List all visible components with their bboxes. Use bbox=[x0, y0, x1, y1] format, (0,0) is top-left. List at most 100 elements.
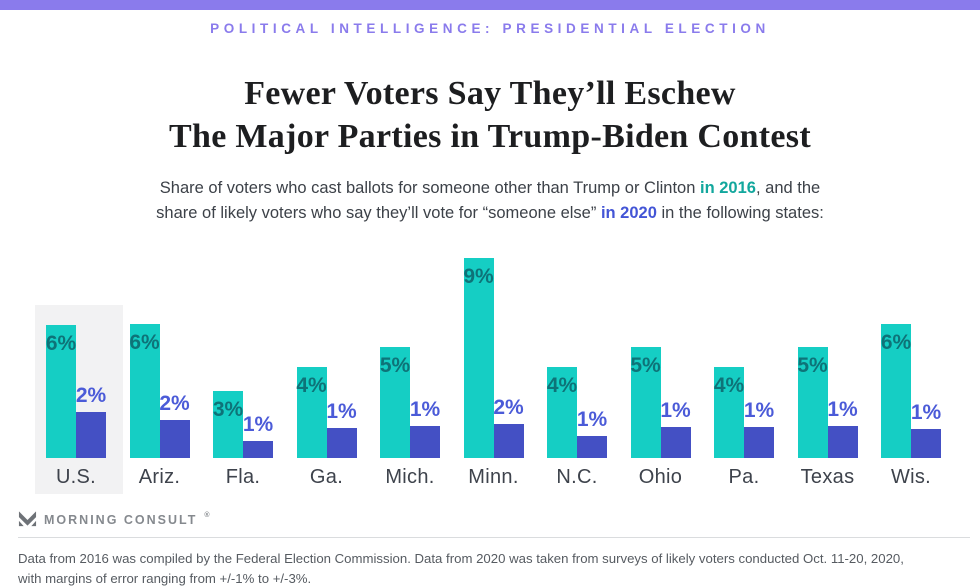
bar-value-label-2020-ohio: 1% bbox=[660, 399, 691, 422]
morning-consult-logomark-icon bbox=[18, 511, 37, 527]
bar-2016-nc: 4% bbox=[547, 367, 577, 458]
category-label-wis: Wis. bbox=[890, 465, 932, 488]
bar-value-label-2016-minn: 9% bbox=[463, 265, 494, 288]
bar-value-label-2020-mich: 1% bbox=[409, 398, 441, 421]
bar-2016-us: 6% bbox=[46, 325, 76, 458]
source-note-line-1: Data from 2016 was compiled by the Feder… bbox=[18, 551, 904, 566]
bar-value-label-2020-minn: 2% bbox=[493, 396, 524, 419]
bar-value-label-2020-ga: 1% bbox=[326, 400, 357, 423]
bar-2016-minn: 9% bbox=[463, 258, 494, 458]
bar-pair: 4% 1% bbox=[296, 248, 357, 458]
bar-value-label-2020-fla: 1% bbox=[242, 413, 274, 436]
source-note: Data from 2016 was compiled by the Feder… bbox=[18, 549, 968, 588]
bar-value-label-2016-ariz: 6% bbox=[129, 331, 160, 354]
category-label-minn: Minn. bbox=[468, 465, 519, 488]
top-accent-bar bbox=[0, 0, 980, 10]
bar-2020-mich: 1% bbox=[410, 398, 440, 458]
bar-2020-ariz: 2% bbox=[159, 392, 190, 458]
chart-group-nc: 4% 1% N.C. bbox=[547, 248, 607, 496]
chart-description: Share of voters who cast ballots for som… bbox=[0, 176, 980, 226]
category-label-fla: Fla. bbox=[225, 465, 261, 488]
brand-name: MORNING CONSULT bbox=[44, 512, 198, 527]
subtitle-text: in the following states: bbox=[656, 204, 824, 222]
bar-value-label-2020-wis: 1% bbox=[910, 401, 942, 424]
subtitle-text: , and the bbox=[755, 179, 821, 197]
bar-pair: 5% 1% bbox=[630, 248, 691, 458]
subtitle-text: Share of voters who cast ballots for som… bbox=[159, 179, 700, 197]
subtitle-text: share of likely voters who say they’ll v… bbox=[156, 204, 601, 222]
subtitle-accent-teal: in 2016 bbox=[700, 179, 756, 197]
chart-group-mich: 5% 1% Mich. bbox=[380, 248, 440, 496]
bar-2020-pa: 1% bbox=[744, 399, 774, 458]
category-label-ohio: Ohio bbox=[638, 465, 683, 488]
chart-group-texas: 5% 1% Texas bbox=[797, 248, 858, 496]
bar-2016-wis: 6% bbox=[881, 324, 911, 458]
category-label-mich: Mich. bbox=[385, 465, 435, 488]
bar-value-label-2020-texas: 1% bbox=[827, 398, 858, 421]
footer-divider bbox=[18, 537, 970, 538]
bar-2016-ohio: 5% bbox=[630, 347, 661, 458]
chart-group-wis: 6% 1% Wis. bbox=[881, 248, 941, 496]
chart-description-line: Share of voters who cast ballots for som… bbox=[0, 176, 980, 201]
chart-group-pa: 4% 1% Pa. bbox=[714, 248, 774, 496]
bar-pair: 4% 1% bbox=[547, 248, 607, 458]
bar-2020-wis: 1% bbox=[911, 401, 941, 458]
bar-value-label-2016-fla: 3% bbox=[212, 398, 244, 421]
bar-2020-nc: 1% bbox=[577, 408, 607, 458]
bar-2020-ohio: 1% bbox=[660, 399, 691, 458]
brand-logo: MORNING CONSULT ® bbox=[18, 511, 210, 528]
bar-pair: 5% 1% bbox=[380, 248, 440, 458]
bar-2020-us: 2% bbox=[76, 384, 106, 458]
bar-value-label-2016-mich: 5% bbox=[379, 354, 411, 377]
bar-pair: 9% 2% bbox=[463, 248, 524, 458]
bar-2020-minn: 2% bbox=[493, 396, 524, 458]
category-label-ariz: Ariz. bbox=[138, 465, 181, 488]
bar-pair: 6% 1% bbox=[881, 248, 941, 458]
chart-group-ariz: 6% 2% Ariz. bbox=[129, 248, 190, 496]
category-label-pa: Pa. bbox=[728, 465, 760, 488]
bar-value-label-2016-texas: 5% bbox=[797, 354, 828, 377]
bar-2016-pa: 4% bbox=[714, 367, 744, 458]
chart-group-us: 6% 2% U.S. bbox=[35, 248, 123, 496]
bar-value-label-2020-nc: 1% bbox=[576, 408, 608, 431]
bar-value-label-2020-us: 2% bbox=[75, 384, 107, 407]
grouped-bar-chart: 6% 2% U.S. 6% 2% Ariz. 3% 1% Fla. 4% 1% Ga. 5% 1% Mich… bbox=[35, 248, 941, 496]
bar-value-label-2016-ohio: 5% bbox=[630, 354, 661, 377]
chart-group-ga: 4% 1% Ga. bbox=[296, 248, 357, 496]
page-title: Fewer Voters Say They’ll Eschew The Majo… bbox=[0, 72, 980, 158]
bar-value-label-2016-pa: 4% bbox=[713, 374, 745, 397]
chart-description-line: share of likely voters who say they’ll v… bbox=[0, 201, 980, 226]
chart-group-ohio: 5% 1% Ohio bbox=[630, 248, 691, 496]
category-label-nc: N.C. bbox=[556, 465, 598, 488]
category-label-texas: Texas bbox=[800, 465, 855, 488]
chart-group-minn: 9% 2% Minn. bbox=[463, 248, 524, 496]
bar-2016-mich: 5% bbox=[380, 347, 410, 458]
bar-pair: 3% 1% bbox=[213, 248, 273, 458]
bar-2016-ga: 4% bbox=[296, 367, 327, 458]
chart-group-fla: 3% 1% Fla. bbox=[213, 248, 273, 496]
bar-2020-fla: 1% bbox=[243, 413, 273, 458]
bar-pair: 6% 2% bbox=[129, 248, 190, 458]
bar-value-label-2016-wis: 6% bbox=[880, 331, 912, 354]
source-note-line-2: with margins of error ranging from +/-1%… bbox=[18, 570, 312, 586]
registered-mark: ® bbox=[204, 512, 210, 519]
category-label-us: U.S. bbox=[55, 465, 97, 488]
bar-pair: 6% 2% bbox=[46, 248, 106, 458]
bar-value-label-2020-ariz: 2% bbox=[159, 392, 190, 415]
subtitle-accent-blue: in 2020 bbox=[600, 204, 657, 222]
page-title-line-2: The Major Parties in Trump-Biden Contest bbox=[169, 118, 811, 155]
bar-2020-texas: 1% bbox=[827, 398, 858, 458]
bar-2016-ariz: 6% bbox=[129, 324, 160, 458]
bar-value-label-2016-nc: 4% bbox=[546, 374, 578, 397]
page-title-line-1: Fewer Voters Say They’ll Eschew bbox=[244, 75, 736, 112]
bar-value-label-2020-pa: 1% bbox=[743, 399, 775, 422]
bar-value-label-2016-us: 6% bbox=[45, 332, 77, 355]
category-label-ga: Ga. bbox=[309, 465, 344, 488]
bar-2016-texas: 5% bbox=[797, 347, 828, 458]
bar-pair: 4% 1% bbox=[714, 248, 774, 458]
bar-value-label-2016-ga: 4% bbox=[296, 374, 327, 397]
bar-2020-ga: 1% bbox=[326, 400, 357, 458]
kicker-label: POLITICAL INTELLIGENCE: PRESIDENTIAL ELE… bbox=[210, 21, 770, 36]
bar-2016-fla: 3% bbox=[213, 391, 243, 458]
